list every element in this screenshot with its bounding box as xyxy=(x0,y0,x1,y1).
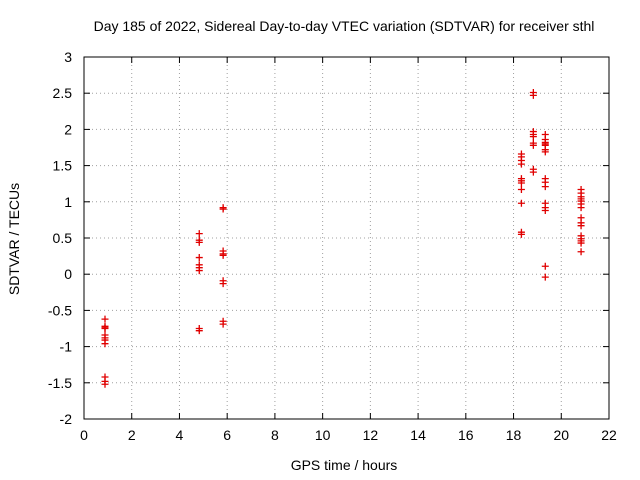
data-point xyxy=(219,320,227,328)
y-tick-label: -1 xyxy=(60,339,73,355)
data-point xyxy=(517,185,525,193)
y-tick-label: -0.5 xyxy=(48,302,72,318)
data-point xyxy=(195,238,203,246)
y-tick-label: 2 xyxy=(64,121,72,137)
plot-frame xyxy=(83,56,610,420)
data-points xyxy=(101,88,585,388)
y-tick-label: 3 xyxy=(64,49,72,65)
x-tick-label: 6 xyxy=(223,427,231,443)
data-point xyxy=(101,315,109,323)
data-point xyxy=(541,183,549,191)
x-tick-label: 8 xyxy=(271,427,279,443)
data-point xyxy=(577,222,585,230)
x-tick-label: 4 xyxy=(176,427,184,443)
x-tick-label: 2 xyxy=(128,427,136,443)
data-point xyxy=(517,230,525,238)
x-tick-labels: 0 2 4 6 8 10 12 14 16 18 20 22 xyxy=(80,427,617,443)
data-point xyxy=(195,327,203,335)
data-point xyxy=(101,380,109,388)
y-axis-label: SDTVAR / TECUs xyxy=(6,183,22,295)
y-tick-label: -2 xyxy=(60,411,73,427)
x-tick-label: 12 xyxy=(363,427,379,443)
data-point xyxy=(517,179,525,187)
data-point xyxy=(219,251,227,259)
data-point xyxy=(101,340,109,348)
axis-ticks xyxy=(83,56,610,420)
data-point xyxy=(219,280,227,288)
data-point xyxy=(219,205,227,213)
data-point xyxy=(541,262,549,270)
data-point xyxy=(195,254,203,262)
data-point xyxy=(517,160,525,168)
x-tick-label: 14 xyxy=(410,427,426,443)
x-tick-label: 18 xyxy=(506,427,522,443)
data-point xyxy=(101,325,109,332)
grid xyxy=(84,57,609,419)
data-point xyxy=(577,239,585,247)
data-point xyxy=(529,141,537,149)
x-tick-label: 10 xyxy=(315,427,331,443)
y-tick-label: 2.5 xyxy=(53,85,73,101)
x-tick-label: 0 xyxy=(80,427,88,443)
y-tick-label: -1.5 xyxy=(48,375,72,391)
data-point xyxy=(195,267,203,275)
data-point xyxy=(577,248,585,256)
data-point xyxy=(529,91,537,99)
chart-title: Day 185 of 2022, Sidereal Day-to-day VTE… xyxy=(94,18,595,34)
y-tick-label: 1.5 xyxy=(53,158,73,174)
y-tick-labels: -2 -1.5 -1 -0.5 0 0.5 1 1.5 2 2.5 3 xyxy=(48,49,72,427)
data-point xyxy=(577,204,585,212)
data-point xyxy=(529,133,537,141)
y-tick-label: 0 xyxy=(64,266,72,282)
x-tick-label: 22 xyxy=(601,427,617,443)
data-point xyxy=(529,168,537,176)
y-tick-label: 0.5 xyxy=(53,230,73,246)
data-point xyxy=(195,230,203,238)
data-point xyxy=(541,273,549,281)
x-tick-label: 20 xyxy=(553,427,569,443)
y-tick-label: 1 xyxy=(64,194,72,210)
data-point xyxy=(541,206,549,214)
x-tick-label: 16 xyxy=(458,427,474,443)
data-point xyxy=(541,148,549,156)
x-axis-label: GPS time / hours xyxy=(291,457,398,473)
data-point xyxy=(517,199,525,207)
